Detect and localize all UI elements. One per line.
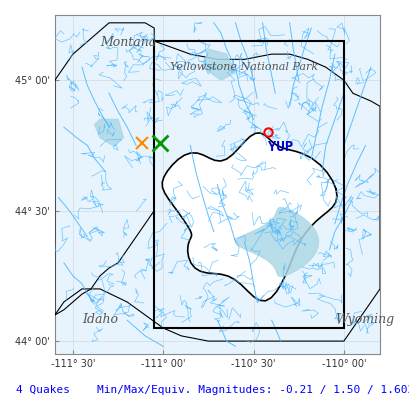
Text: Idaho: Idaho	[82, 313, 118, 326]
Text: Montana: Montana	[100, 36, 156, 49]
Text: 4 Quakes    Min/Max/Equiv. Magnitudes: -0.21 / 1.50 / 1.602: 4 Quakes Min/Max/Equiv. Magnitudes: -0.2…	[16, 385, 409, 395]
Polygon shape	[202, 49, 235, 80]
Text: YUP: YUP	[267, 140, 292, 154]
Polygon shape	[162, 133, 336, 301]
Text: Yellowstone National Park: Yellowstone National Park	[170, 62, 318, 72]
Text: Wyoming: Wyoming	[334, 313, 393, 326]
Bar	[154, 41, 343, 328]
Polygon shape	[94, 119, 123, 146]
Polygon shape	[235, 208, 318, 276]
